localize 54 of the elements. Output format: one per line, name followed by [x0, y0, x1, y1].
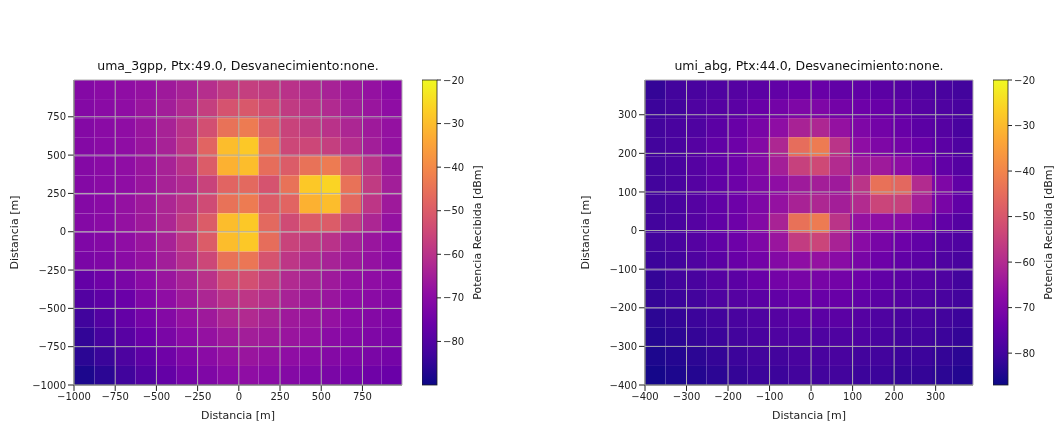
y-tick-label: −400 [609, 379, 637, 391]
color-bar-label: −50 [1014, 211, 1036, 223]
y-tick-label: 300 [617, 109, 637, 121]
x-tick-label: −200 [714, 391, 742, 403]
color-bar-label: −50 [443, 205, 465, 217]
y-tick-label: −300 [609, 340, 637, 352]
x-tick-label: −100 [755, 391, 784, 403]
color-bar-label: −30 [443, 118, 465, 130]
x-tick-label: 250 [270, 391, 290, 403]
chart-title: umi_abg, Ptx:44.0, Desvanecimiento:none. [673, 58, 945, 73]
color-bar-title: Potencia Recibida [dBm] [471, 165, 484, 300]
y-axis-title: Distancia [m] [578, 195, 592, 270]
color-bar-label: −20 [443, 74, 465, 86]
x-axis-title: Distancia [m] [201, 409, 275, 421]
y-tick-label: −200 [609, 302, 637, 314]
x-tick-label: −250 [183, 391, 212, 403]
x-tick-label: 0 [807, 391, 815, 403]
x-tick-label: 300 [926, 391, 946, 403]
color-bar-label: −30 [1014, 120, 1036, 132]
color-bar-title: Potencia Recibida [dBm] [1042, 165, 1055, 300]
y-tick-label: −1000 [32, 379, 66, 391]
color-bar-label: −40 [443, 161, 465, 173]
y-tick-label: −100 [609, 263, 637, 275]
y-tick-label: 0 [630, 225, 637, 237]
color-bar-label: −70 [1014, 302, 1036, 314]
y-tick-label: 750 [46, 111, 66, 123]
y-tick-label: 500 [46, 149, 66, 161]
x-tick-label: 0 [235, 391, 243, 403]
y-tick-label: −500 [38, 302, 66, 314]
x-tick-label: −500 [142, 391, 171, 403]
color-bar-label: −60 [443, 248, 465, 260]
x-tick-label: 200 [884, 391, 904, 403]
color-bar-label: −80 [443, 335, 465, 347]
color-bar-label: −80 [1014, 347, 1036, 359]
color-bar-label: −70 [443, 292, 465, 304]
x-tick-label: 750 [352, 391, 372, 403]
x-tick-label: −400 [631, 391, 659, 403]
y-tick-label: 250 [46, 187, 66, 199]
x-tick-label: −1000 [57, 391, 91, 403]
x-axis-title: Distancia [m] [772, 409, 846, 421]
color-bar-label: −20 [1014, 74, 1036, 86]
x-tick-label: −750 [101, 391, 129, 403]
y-tick-label: 0 [59, 226, 66, 238]
y-tick-label: −750 [38, 341, 66, 353]
y-tick-label: −250 [38, 264, 66, 276]
color-bar-label: −60 [1014, 256, 1036, 268]
x-tick-label: 500 [311, 391, 331, 403]
y-tick-label: 100 [617, 186, 637, 198]
x-tick-label: −300 [672, 391, 701, 403]
y-axis-title: Distancia [m] [7, 195, 21, 270]
x-tick-label: 100 [843, 391, 863, 403]
y-tick-label: 200 [617, 147, 637, 159]
color-bar-label: −40 [1014, 165, 1036, 177]
chart-title: uma_3gpp, Ptx:49.0, Desvanecimiento:none. [96, 58, 380, 73]
